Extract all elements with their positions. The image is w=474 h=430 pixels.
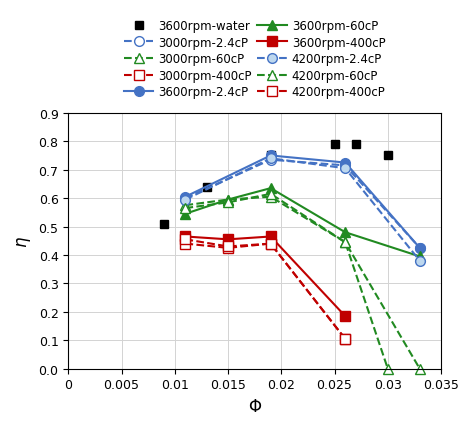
Legend: 3600rpm-water, 3000rpm-2.4cP, 3000rpm-60cP, 3000rpm-400cP, 3600rpm-2.4cP, 3600rp: 3600rpm-water, 3000rpm-2.4cP, 3000rpm-60… [120,16,389,102]
Y-axis label: $\eta$: $\eta$ [15,235,33,247]
X-axis label: $\Phi$: $\Phi$ [247,397,262,415]
